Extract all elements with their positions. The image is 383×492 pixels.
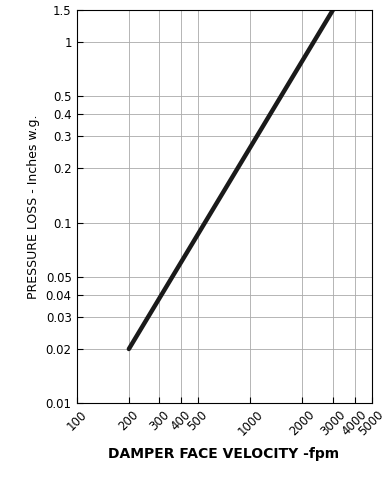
X-axis label: DAMPER FACE VELOCITY -fpm: DAMPER FACE VELOCITY -fpm (108, 447, 340, 461)
Y-axis label: PRESSURE LOSS - Inches w.g.: PRESSURE LOSS - Inches w.g. (27, 114, 40, 299)
